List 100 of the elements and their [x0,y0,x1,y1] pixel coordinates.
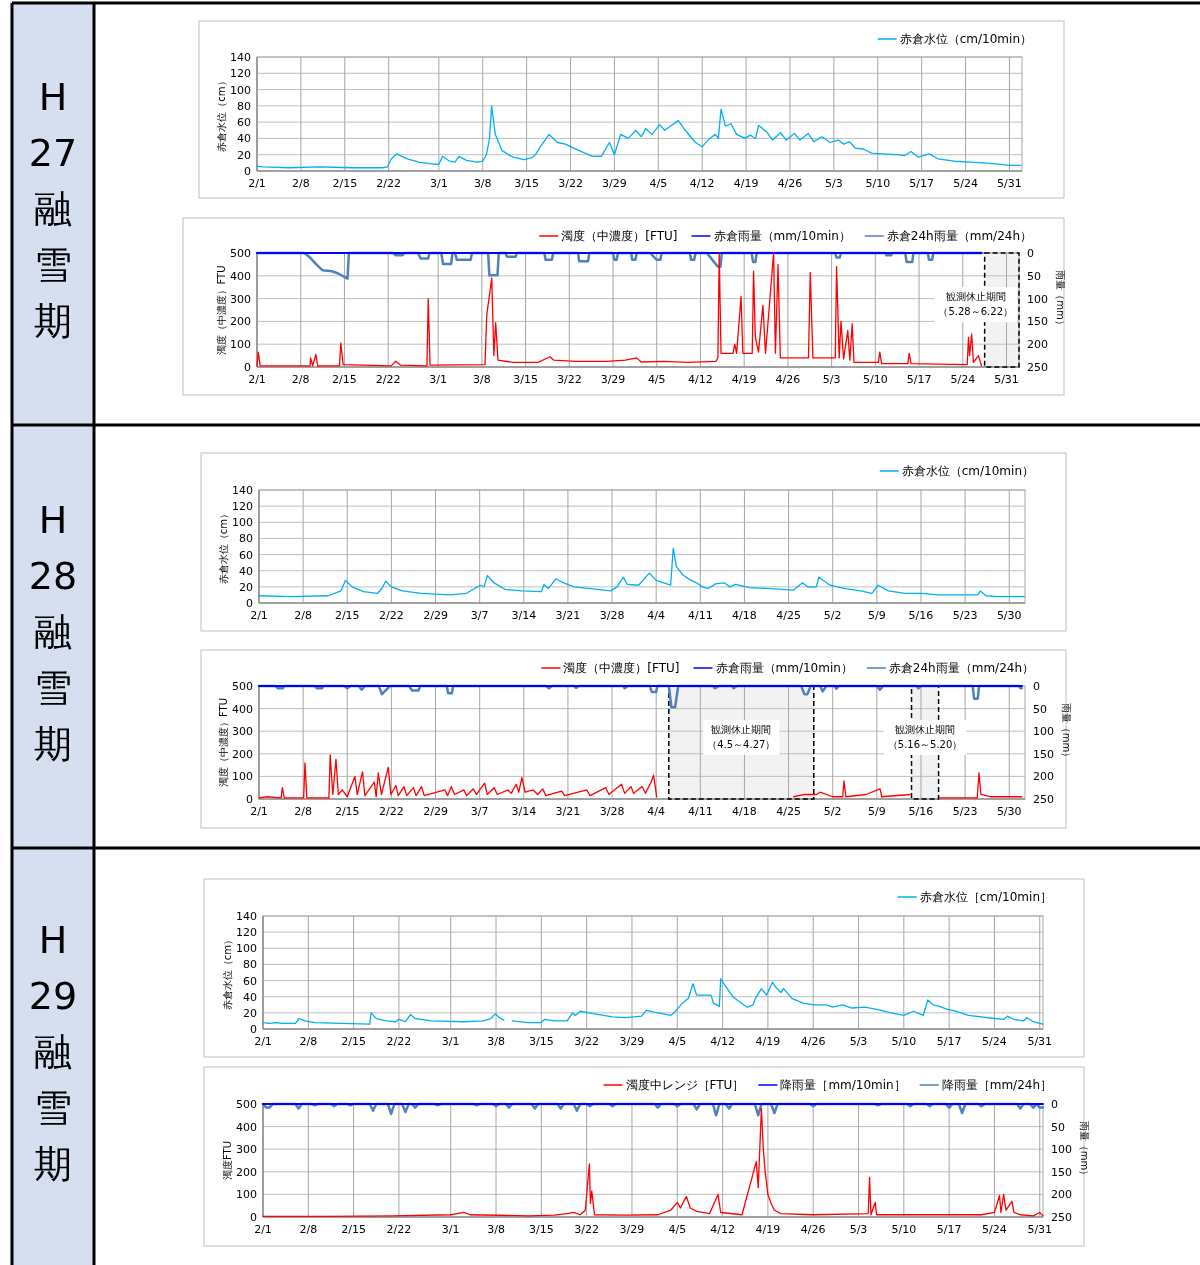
x-tick-label: 4/11 [687,609,713,622]
x-tick-label: 2/29 [423,805,448,818]
x-tick-label: 2/22 [379,609,404,622]
y-tick-label: 200 [230,315,251,329]
x-tick-label: 5/3 [849,1035,868,1048]
x-tick-label: 2/22 [386,1035,412,1048]
x-tick-label: 2/29 [423,609,448,622]
y2-tick-label: 50 [1027,269,1041,283]
y-tick-label: 100 [236,942,257,956]
x-tick-label: 5/17 [909,177,935,190]
y-tick-label: 500 [232,680,253,693]
x-tick-label: 5/10 [891,1223,917,1236]
x-tick-label: 3/22 [556,373,582,386]
y-axis-title: 赤倉水位（cm） [222,934,233,1011]
x-tick-label: 2/15 [334,805,360,818]
y-tick-label: 60 [239,548,253,562]
x-tick-label: 2/15 [332,373,357,386]
x-tick-label: 4/26 [775,373,801,386]
y2-tick-label: 50 [1033,702,1047,716]
x-tick-label: 3/28 [599,609,625,622]
y-tick-label: 60 [243,974,257,988]
y-tick-label: 0 [250,1023,257,1036]
x-tick-label: 2/1 [250,805,268,818]
y-tick-label: 100 [230,83,251,97]
legend-label: 赤倉24h雨量（mm/24h） [886,229,1032,243]
x-tick-label: 2/1 [250,609,268,622]
x-tick-label: 4/25 [776,805,801,818]
x-tick-label: 4/26 [800,1035,826,1048]
x-tick-label: 5/10 [862,373,888,386]
y2-axis-title: 雨量（mm） [1055,270,1066,330]
x-tick-label: 2/22 [376,177,402,190]
text: H29融雪期 [28,917,78,1186]
y-tick-label: 500 [230,247,251,260]
x-tick-label: 3/22 [574,1223,599,1236]
y-tick-label: 140 [236,910,257,923]
x-tick-label: 5/2 [823,805,842,818]
x-tick-label: 3/29 [619,1035,645,1048]
x-tick-label: 5/23 [952,609,978,622]
y-tick-label: 200 [232,747,253,761]
x-tick-label: 2/22 [379,805,404,818]
x-tick-label: 2/8 [294,609,312,622]
y2-tick-label: 100 [1027,292,1048,306]
y-tick-label: 20 [237,148,251,162]
y-tick-label: 100 [232,516,253,530]
y-tick-label: 200 [236,1165,257,1179]
x-tick-label: 3/8 [473,177,492,190]
y-axis-title: 赤倉水位（cm） [218,508,229,585]
x-tick-label: 2/1 [248,373,266,386]
x-tick-label: 2/1 [254,1035,272,1048]
x-tick-label: 3/14 [511,805,537,818]
y2-tick-label: 100 [1051,1143,1072,1157]
x-tick-label: 5/9 [867,805,886,818]
y2-tick-label: 250 [1033,793,1054,806]
y-axis-title: 濁度（中濃度）FTU [216,265,227,355]
legend-label: 濁度（中濃度）[FTU] [563,661,680,675]
x-tick-label: 4/5 [649,177,668,190]
y-axis-title: 濁度FTU [222,1140,233,1181]
y2-tick-label: 200 [1033,770,1054,784]
y-tick-label: 140 [232,484,253,497]
x-tick-label: 5/3 [822,373,841,386]
y-tick-label: 40 [239,564,253,578]
legend-label: 赤倉水位［cm/10min］ [919,890,1052,904]
x-tick-label: 3/29 [619,1223,645,1236]
x-tick-label: 3/1 [429,177,448,190]
x-tick-label: 2/15 [334,609,360,622]
y-tick-label: 20 [243,1006,257,1020]
y-tick-label: 300 [236,1143,257,1157]
y2-tick-label: 50 [1051,1120,1065,1134]
y-tick-label: 40 [243,990,257,1004]
x-tick-label: 3/7 [470,609,489,622]
x-tick-label: 4/18 [732,805,757,818]
y2-tick-label: 250 [1051,1211,1072,1224]
x-tick-label: 3/15 [528,1035,554,1048]
y-axis-title: 濁度（中濃度）FTU [218,697,229,788]
x-tick-label: 5/17 [906,373,932,386]
x-tick-label: 4/26 [777,177,803,190]
y-tick-label: 100 [232,770,253,784]
y2-tick-label: 150 [1033,747,1054,761]
y-tick-label: 0 [244,165,251,178]
y2-axis-title: 雨量（mm） [1061,702,1072,763]
x-tick-label: 3/15 [528,1223,554,1236]
x-tick-label: 4/25 [776,609,801,622]
x-tick-label: 4/26 [800,1223,826,1236]
legend-label: 降雨量［mm/10min］ [780,1078,906,1092]
y-tick-label: 120 [230,67,251,81]
band-label: 観測休止期間（5.16～5.20） [887,723,963,750]
x-tick-label: 2/8 [291,373,310,386]
y-tick-label: 80 [237,99,251,113]
x-tick-label: 4/19 [755,1223,781,1236]
x-tick-label: 4/12 [710,1035,735,1048]
y-tick-label: 40 [237,132,251,146]
x-tick-label: 3/22 [558,177,583,190]
x-tick-label: 4/19 [755,1035,781,1048]
x-tick-label: 4/19 [731,373,757,386]
y2-tick-label: 150 [1027,315,1048,329]
y-tick-label: 0 [246,597,253,610]
y2-tick-label: 200 [1051,1188,1072,1202]
x-tick-label: 3/15 [513,373,538,386]
y-tick-label: 500 [236,1098,257,1111]
legend-label: 降雨量［mm/24h］ [941,1078,1052,1092]
